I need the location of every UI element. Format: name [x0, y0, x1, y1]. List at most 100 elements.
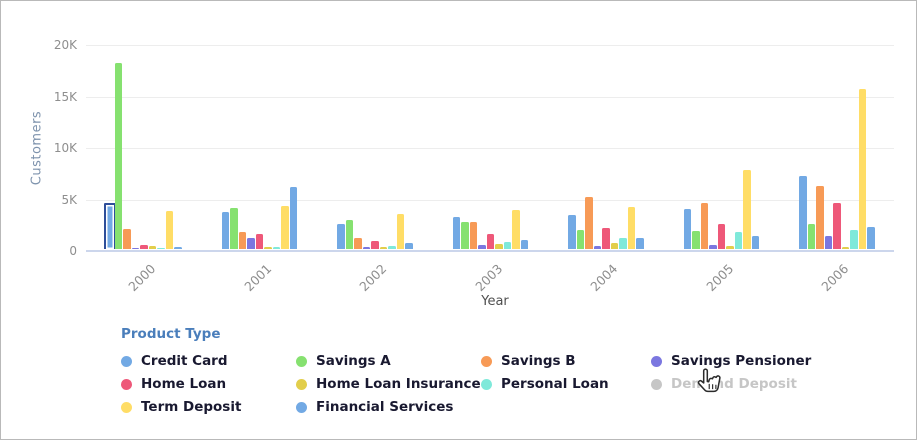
bar-personal-loan-2003[interactable] — [503, 241, 512, 249]
bar-savings-a-2002[interactable] — [345, 219, 354, 249]
bar-group-2004 — [549, 197, 663, 249]
bar-personal-loan-2000[interactable] — [157, 248, 165, 249]
x-tick-label-2004: 2004 — [587, 261, 621, 295]
bar-credit-card-2001[interactable] — [221, 211, 230, 249]
bar-home-loan-2000[interactable] — [140, 244, 148, 249]
bar-savings-b-2002[interactable] — [354, 238, 362, 249]
hand-cursor-icon — [697, 368, 721, 393]
bar-savings-pensioner-2005[interactable] — [709, 244, 717, 249]
bar-savings-a-2005[interactable] — [692, 230, 700, 249]
x-tick-label-2005: 2005 — [703, 261, 737, 295]
bar-savings-a-2004[interactable] — [576, 229, 585, 249]
bar-home-loan-2002[interactable] — [371, 240, 379, 249]
gridline-10K — [86, 148, 894, 149]
bar-term-deposit-2003[interactable] — [512, 210, 520, 249]
bar-home-loan-2006[interactable] — [833, 202, 841, 249]
legend-item-savings-a[interactable]: Savings A — [296, 353, 481, 369]
bar-home-loan-2001[interactable] — [255, 234, 264, 249]
bar-credit-card-2006[interactable] — [799, 175, 807, 249]
bar-savings-b-2004[interactable] — [585, 197, 593, 249]
bar-savings-pensioner-2004[interactable] — [593, 245, 602, 249]
gridline-15K — [86, 96, 894, 98]
bar-savings-b-2000[interactable] — [123, 229, 131, 249]
bar-financial-services-2000[interactable] — [174, 247, 182, 249]
x-tick-label-2003: 2003 — [472, 261, 506, 295]
bar-financial-services-2005[interactable] — [751, 236, 760, 249]
bar-savings-pensioner-2000[interactable] — [131, 248, 140, 249]
legend-item-term-deposit[interactable]: Term Deposit — [121, 399, 296, 415]
bar-savings-pensioner-2003[interactable] — [478, 245, 486, 249]
bar-term-deposit-2004[interactable] — [627, 206, 636, 249]
legend-item-home-loan[interactable]: Home Loan — [121, 376, 296, 392]
bar-home-loan-insurance-2001[interactable] — [264, 247, 272, 249]
legend-item-financial-services[interactable]: Financial Services — [296, 399, 481, 415]
legend-label: Credit Card — [141, 353, 228, 369]
y-axis-title: Customers — [29, 110, 45, 186]
bar-personal-loan-2004[interactable] — [619, 238, 627, 249]
bar-term-deposit-2005[interactable] — [743, 170, 751, 249]
legend-label: Term Deposit — [141, 399, 242, 415]
legend-item-credit-card[interactable]: Credit Card — [121, 353, 296, 369]
legend-marker-home-loan — [121, 378, 132, 390]
legend-item-home-loan-insurance[interactable]: Home Loan Insurance — [296, 376, 481, 392]
legend-item-savings-pensioner[interactable]: Savings Pensioner — [651, 353, 811, 369]
bar-personal-loan-2006[interactable] — [850, 230, 858, 249]
legend-label: Savings Pensioner — [671, 353, 812, 369]
bar-group-2001 — [203, 187, 317, 249]
legend-marker-home-loan-insurance — [296, 378, 307, 390]
bar-term-deposit-2006[interactable] — [858, 89, 867, 249]
x-tick-label-2001: 2001 — [241, 261, 275, 295]
legend-marker-term-deposit — [121, 401, 132, 413]
legend-item-demand-deposit[interactable]: Demand Deposit — [651, 376, 811, 392]
bar-savings-b-2001[interactable] — [238, 232, 247, 249]
bar-financial-services-2003[interactable] — [520, 240, 529, 249]
bar-savings-a-2003[interactable] — [461, 222, 469, 249]
bar-personal-loan-2001[interactable] — [272, 246, 281, 249]
bar-savings-a-2001[interactable] — [230, 208, 238, 249]
bar-home-loan-insurance-2005[interactable] — [726, 245, 734, 249]
x-axis-title: Year — [481, 294, 509, 309]
legend-item-savings-b[interactable]: Savings B — [481, 353, 651, 369]
bar-home-loan-2005[interactable] — [717, 224, 726, 249]
bar-credit-card-2003[interactable] — [452, 217, 461, 249]
bar-savings-pensioner-2006[interactable] — [824, 236, 833, 249]
bar-group-2002 — [318, 213, 432, 249]
bar-home-loan-insurance-2000[interactable] — [148, 246, 157, 249]
bar-term-deposit-2002[interactable] — [396, 213, 405, 249]
bar-home-loan-insurance-2004[interactable] — [610, 243, 619, 249]
bar-savings-b-2005[interactable] — [700, 203, 709, 249]
bar-term-deposit-2001[interactable] — [281, 206, 289, 249]
bar-savings-b-2006[interactable] — [816, 186, 824, 249]
bar-savings-pensioner-2001[interactable] — [247, 237, 255, 249]
bar-credit-card-2002[interactable] — [337, 223, 345, 249]
gridline-20K — [86, 45, 894, 46]
bar-savings-a-2000[interactable] — [114, 62, 123, 249]
bar-financial-services-2002[interactable] — [405, 242, 413, 249]
legend-marker-savings-pensioner — [651, 355, 662, 367]
bar-financial-services-2001[interactable] — [289, 187, 298, 249]
legend-marker-personal-loan — [481, 378, 492, 390]
bar-financial-services-2006[interactable] — [867, 227, 875, 249]
bar-personal-loan-2005[interactable] — [734, 232, 743, 249]
legend-label: Savings A — [316, 353, 391, 369]
bar-home-loan-2003[interactable] — [486, 234, 495, 249]
legend-item-personal-loan[interactable]: Personal Loan — [481, 376, 651, 392]
bar-group-2005 — [665, 170, 779, 249]
bar-term-deposit-2000[interactable] — [165, 211, 174, 249]
bar-savings-pensioner-2002[interactable] — [362, 246, 371, 249]
bar-home-loan-insurance-2002[interactable] — [379, 246, 388, 249]
y-tick-label: 20K — [53, 38, 77, 52]
bar-home-loan-insurance-2003[interactable] — [495, 244, 503, 249]
bar-financial-services-2004[interactable] — [636, 238, 644, 249]
bar-home-loan-insurance-2006[interactable] — [841, 247, 850, 249]
y-tick-label: 10K — [53, 141, 77, 155]
bar-home-loan-2004[interactable] — [602, 228, 610, 249]
bar-savings-a-2006[interactable] — [807, 224, 816, 249]
bar-credit-card-2005[interactable] — [683, 209, 692, 249]
bar-credit-card-2004[interactable] — [568, 214, 576, 249]
legend-label: Savings B — [501, 353, 576, 369]
bar-personal-loan-2002[interactable] — [388, 245, 396, 249]
bar-savings-b-2003[interactable] — [469, 222, 478, 249]
gridline-5K — [86, 199, 894, 201]
